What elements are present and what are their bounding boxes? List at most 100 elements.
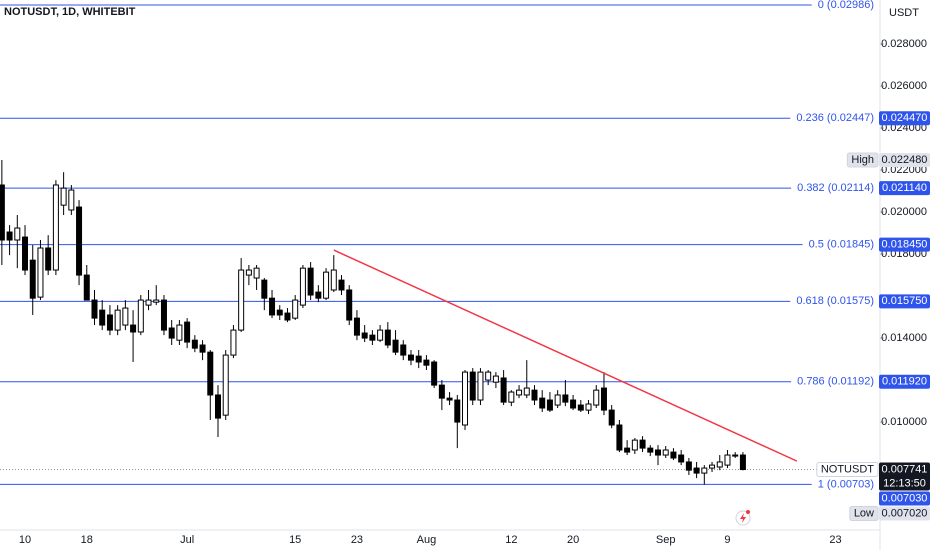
price-badge	[879, 111, 930, 126]
candle-body	[709, 464, 716, 469]
candle-body	[323, 271, 330, 299]
candle-body	[0, 184, 5, 241]
candle-body	[153, 299, 160, 303]
candle-body	[184, 321, 191, 343]
candle-body	[284, 312, 291, 321]
fib-label: 0.786 (0.01192)	[797, 376, 874, 388]
candle-body	[14, 227, 21, 241]
candle-body	[516, 389, 523, 396]
fib-label: 1 (0.00703)	[818, 478, 874, 490]
fib-label: 0.382 (0.02114)	[797, 182, 874, 194]
candle-body	[585, 403, 592, 411]
price-badge	[879, 491, 930, 506]
price-badge-text: 0.015750	[882, 295, 928, 307]
candle-body	[454, 399, 461, 423]
icon-circle	[735, 510, 751, 526]
candle-body	[307, 267, 314, 296]
price-badge-text: 0.007741	[882, 463, 928, 475]
candle-body	[346, 289, 353, 321]
candle-body	[384, 329, 391, 346]
candle-body	[477, 371, 484, 401]
candle-body	[531, 389, 538, 401]
candle-body	[732, 454, 739, 457]
candle-body	[600, 387, 607, 411]
candle-body	[500, 377, 507, 403]
candle-body	[76, 206, 83, 276]
price-badge-label-box	[816, 462, 879, 478]
icon-bolt	[740, 513, 746, 523]
trendline	[333, 249, 798, 462]
candle-body	[508, 391, 515, 403]
candle-body	[647, 447, 654, 453]
candle-body	[485, 371, 492, 381]
candle-body	[137, 299, 144, 333]
lightning-icon[interactable]	[735, 510, 751, 526]
candle-body	[215, 394, 221, 419]
candle-body	[37, 247, 44, 298]
candle-body	[253, 267, 260, 279]
x-tick-label: 23	[829, 534, 841, 546]
price-badge-text: 0.007020	[882, 507, 928, 519]
price-badge-text: 0.024470	[882, 112, 928, 124]
candle-body	[60, 187, 67, 206]
price-badge-text: 0.021140	[882, 182, 927, 194]
candle-body	[662, 449, 669, 456]
candle-body	[160, 299, 167, 331]
currency-label: USDT	[889, 7, 919, 19]
x-tick-label: 10	[19, 534, 31, 546]
candle-body	[462, 371, 469, 426]
candle-body	[145, 299, 152, 306]
candle-body	[191, 339, 198, 349]
candle-body	[353, 317, 360, 336]
candle-body	[114, 309, 121, 331]
candle-body	[176, 324, 183, 341]
y-tick-label: 0.020000	[881, 206, 927, 218]
candle-body	[724, 454, 731, 466]
candle-body	[415, 355, 422, 363]
candle-body	[400, 344, 407, 356]
candle-body	[593, 389, 600, 406]
fib-label: 0.236 (0.02447)	[796, 112, 874, 124]
candle-body	[369, 334, 376, 341]
y-tick-label: 0.026000	[881, 80, 927, 92]
price-badge	[879, 462, 930, 491]
candle-body	[616, 424, 623, 451]
candle-body	[299, 267, 306, 306]
y-tick-label: 0.014000	[881, 332, 927, 344]
candle-body	[693, 467, 700, 474]
candle-body	[431, 361, 438, 386]
candle-body	[523, 387, 530, 396]
candle-body	[130, 324, 137, 333]
candle-body	[292, 299, 299, 319]
candle-body	[655, 449, 661, 456]
price-badge	[879, 294, 930, 309]
candle-body	[577, 404, 584, 411]
candle-body	[678, 454, 685, 463]
price-badge-label: Low	[854, 507, 874, 519]
candle-body	[701, 467, 708, 474]
icon-dot	[746, 510, 750, 514]
candle-body	[199, 344, 206, 353]
candle-body	[539, 397, 546, 409]
candle-body	[377, 329, 384, 341]
price-badge	[879, 237, 930, 252]
candle-body	[624, 447, 631, 453]
price-badge	[879, 506, 930, 521]
price-badge-text: 0.022480	[882, 154, 928, 166]
candle-body	[230, 329, 237, 356]
price-badge-label-box	[849, 506, 879, 522]
candle-body	[207, 351, 214, 396]
candle-body	[52, 184, 59, 271]
candle-body	[222, 354, 229, 416]
price-badge	[879, 181, 930, 196]
candle-body	[269, 297, 276, 316]
candle-body	[423, 359, 430, 366]
candle-body	[670, 451, 677, 459]
candle-body	[361, 332, 368, 339]
y-tick-label: 0.028000	[881, 38, 927, 50]
x-tick-label: 12	[505, 534, 517, 546]
candle-body	[608, 409, 615, 426]
price-badge-text: 0.007030	[882, 492, 928, 504]
